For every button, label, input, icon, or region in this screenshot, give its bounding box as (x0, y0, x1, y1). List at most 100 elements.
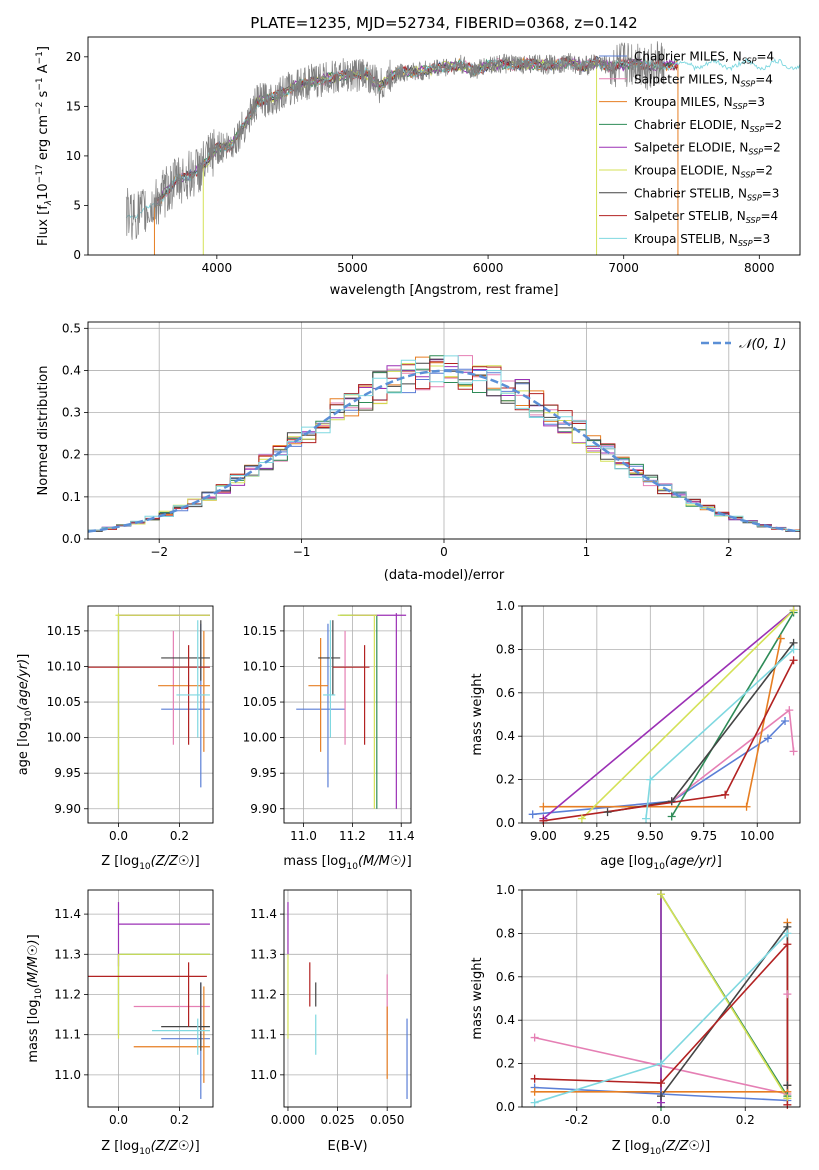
axis-label: Z [log10(Z/Z☉)] (612, 1139, 710, 1157)
y-tick-label: 0.2 (496, 773, 515, 787)
x-tick-label: 6000 (473, 261, 504, 275)
y-tick-label: 11.3 (54, 947, 81, 961)
axes-frame (521, 889, 801, 1108)
y-tick-label: 0.4 (496, 1013, 515, 1027)
data-point (789, 747, 798, 756)
panel-age_vs_mass: 11.0 11.2 11.4 9.90 9.95 10.00 10.05 10.10 10.15… (243, 605, 415, 872)
data-point (776, 634, 785, 643)
y-axis-label: Flux [fλ10−17 erg cm−2 s−1 A−1] (35, 46, 54, 246)
plot-area (88, 613, 210, 809)
x-tick-label: 0.2 (170, 829, 189, 843)
y-tick-label: 10.05 (47, 695, 81, 709)
y-tick-label: 15 (66, 99, 81, 113)
data-point (783, 1100, 792, 1109)
x-tick-label: 9.00 (530, 829, 557, 843)
normal-curve (88, 369, 798, 533)
x-tick-label: −2 (150, 545, 168, 559)
data-point (530, 1087, 539, 1096)
y-axis-label: Normed distribution (36, 366, 51, 496)
series-line (542, 609, 795, 820)
axis-label: mass [log10(M/M☉)] (283, 854, 411, 872)
data-point (530, 1074, 539, 1083)
x-tick-label: 9.50 (637, 829, 664, 843)
x-tick-label: 0.0 (651, 1113, 670, 1127)
axis-label: age [log10(age/yr)] (16, 654, 34, 776)
y-tick-label: 0.0 (62, 532, 81, 546)
data-point (789, 656, 798, 665)
y-tick-label: 9.95 (250, 766, 277, 780)
axes-frame (87, 605, 214, 824)
y-tick-label: 10.10 (47, 659, 81, 673)
axes-frame (521, 605, 801, 824)
y-tick-label: 10.00 (47, 731, 81, 745)
x-tick-label: -0.2 (565, 1113, 588, 1127)
panel-spectrum: 4000 5000 6000 7000 8000 0 5 10 15 20 PLATE=1235, … (35, 14, 801, 298)
y-tick-label: 11.4 (54, 907, 81, 921)
y-axis-label: mass weight (470, 957, 485, 1039)
plot-area (534, 891, 789, 1107)
data-point (603, 808, 612, 817)
y-tick-label: 11.0 (250, 1068, 277, 1082)
x-tick-label: 1 (583, 545, 591, 559)
x-tick-label: 5000 (337, 261, 368, 275)
data-point (657, 1059, 665, 1068)
legend-label: Chabrier ELODIE, NSSP=2 (634, 118, 782, 134)
data-point (783, 990, 792, 999)
panel-residuals: −2 −1 0 1 2 0.0 0.1 0.2 0.3 0.4 0.5 (data-model)/er… (36, 321, 801, 583)
y-tick-label: 0.3 (62, 406, 81, 420)
x-tick-label: 0.000 (271, 1113, 305, 1127)
x-tick-label: 9.25 (583, 829, 610, 843)
x-tick-label: 11.0 (290, 829, 317, 843)
panel-mass_vs_Z: 0.0 0.2 11.0 11.1 11.2 11.3 11.4 Z [log10(Z/Z☉)… (26, 889, 214, 1157)
model-spectrum (154, 58, 678, 209)
panel-mass_vs_ebv: 0.000 0.025 0.050 11.0 11.1 11.2 11.3 11.4 E(B-V… (250, 889, 412, 1154)
data-point (539, 802, 548, 811)
x-tick-label: 0.2 (736, 1113, 755, 1127)
y-tick-label: 10.05 (243, 695, 277, 709)
y-tick-label: 0.4 (496, 729, 515, 743)
data-point (657, 1079, 665, 1088)
y-tick-label: 10.00 (243, 731, 277, 745)
series-line (543, 638, 782, 808)
legend: Chabrier MILES, NSSP=4 Salpeter MILES, NS… (599, 50, 782, 248)
axis-label: Z [log10(Z/Z☉)] (101, 854, 199, 872)
x-axis-label: E(B-V) (327, 1139, 367, 1154)
y-tick-label: 5 (73, 198, 81, 212)
axes-frame (87, 321, 801, 540)
model-spectrum (154, 56, 678, 205)
y-tick-label: 0.2 (496, 1057, 515, 1071)
axes-frame (283, 605, 412, 824)
y-tick-label: 9.90 (250, 802, 277, 816)
y-tick-label: 0.2 (62, 448, 81, 462)
model-spectrum (154, 56, 678, 210)
series-line (671, 708, 795, 802)
data-point (528, 810, 537, 819)
data-point (783, 940, 792, 949)
x-tick-label: 8000 (744, 261, 775, 275)
axes-frame (87, 889, 214, 1108)
y-tick-label: 11.0 (54, 1068, 81, 1082)
model-spectrum (154, 56, 678, 208)
data-point (667, 812, 676, 821)
y-tick-label: 11.2 (54, 987, 81, 1001)
data-point (646, 775, 655, 784)
y-tick-label: 9.95 (54, 766, 81, 780)
data-point (783, 1081, 792, 1090)
y-tick-label: 0.0 (496, 1100, 515, 1114)
data-point (577, 814, 586, 823)
series-line (532, 720, 786, 816)
plot-area (287, 902, 408, 1099)
x-tick-label: 0.0 (109, 829, 128, 843)
y-tick-label: 11.1 (54, 1028, 81, 1042)
x-tick-label: 0.025 (320, 1113, 354, 1127)
y-tick-label: 0.6 (496, 686, 515, 700)
y-tick-label: 0.5 (62, 321, 81, 335)
data-point (667, 797, 676, 806)
legend-label: Salpeter ELODIE, NSSP=2 (634, 141, 781, 157)
data-point (721, 790, 730, 799)
axis-label: age [log10(age/yr)] (600, 854, 722, 872)
axes-frame (87, 36, 801, 256)
panel-age_vs_Z: 0.0 0.2 9.90 9.95 10.00 10.05 10.10 10.15 Z [log… (16, 605, 214, 872)
x-axis-label: wavelength [Angstrom, rest frame] (330, 283, 559, 298)
